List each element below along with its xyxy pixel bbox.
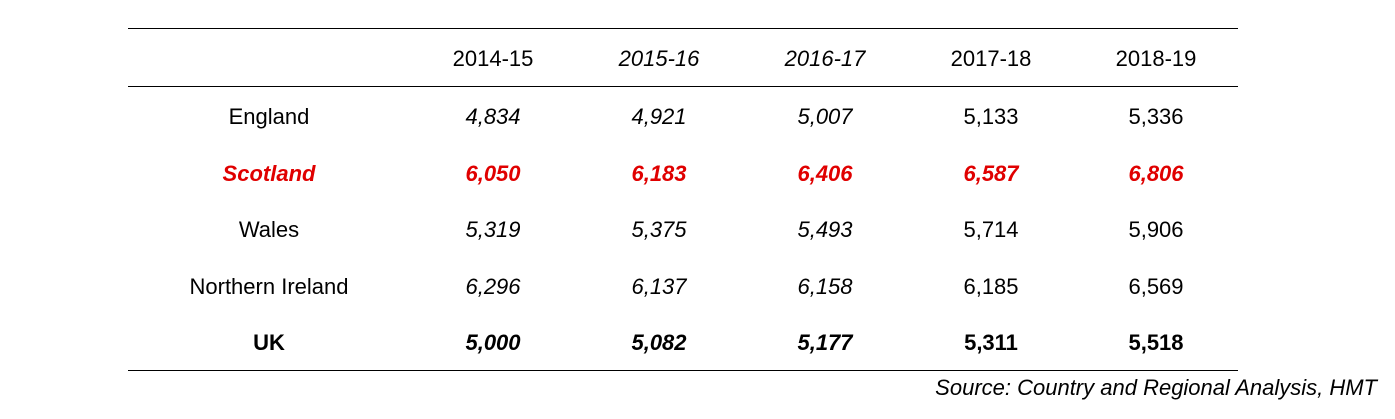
cell-value: 6,296: [465, 273, 521, 299]
cell-value: 6,587: [963, 160, 1019, 186]
column-header: 2017-18: [950, 46, 1032, 71]
cell-value: 5,000: [465, 330, 521, 355]
cell-value: 4,921: [631, 104, 687, 129]
column-header: 2015-16: [618, 46, 700, 71]
header-rule: [128, 86, 1238, 87]
cell-value: 6,569: [1128, 273, 1184, 299]
cell-value: 5,518: [1128, 330, 1184, 355]
cell-value: 5,493: [797, 217, 853, 242]
source-note: Source: Country and Regional Analysis, H…: [935, 375, 1377, 400]
row-label: UK: [253, 330, 285, 355]
column-header: 2014-15: [452, 46, 534, 71]
cell-value: 5,906: [1128, 217, 1184, 242]
cell-value: 5,177: [797, 330, 853, 355]
cell-value: 4,834: [465, 104, 521, 129]
cell-value: 6,158: [797, 273, 853, 299]
cell-value: 5,319: [465, 217, 521, 242]
cell-value: 5,336: [1128, 104, 1184, 129]
column-header: 2016-17: [784, 46, 866, 71]
cell-value: 5,007: [797, 104, 853, 129]
cell-value: 5,714: [963, 217, 1019, 242]
cell-value: 6,050: [465, 160, 521, 186]
row-label: Scotland: [222, 160, 316, 186]
top-rule: [128, 28, 1238, 29]
cell-value: 6,806: [1128, 160, 1184, 186]
row-label: Northern Ireland: [189, 273, 349, 299]
row-label: Wales: [238, 217, 300, 242]
cell-value: 5,311: [964, 330, 1018, 355]
cell-value: 6,406: [797, 160, 853, 186]
column-header: 2018-19: [1115, 46, 1197, 71]
row-label: England: [228, 104, 310, 129]
cell-value: 5,082: [631, 330, 687, 355]
cell-value: 6,183: [631, 160, 687, 186]
bottom-rule: [128, 370, 1238, 371]
cell-value: 6,137: [631, 273, 687, 299]
cell-value: 5,375: [631, 217, 687, 242]
cell-value: 6,185: [963, 273, 1019, 299]
cell-value: 5,133: [963, 104, 1019, 129]
